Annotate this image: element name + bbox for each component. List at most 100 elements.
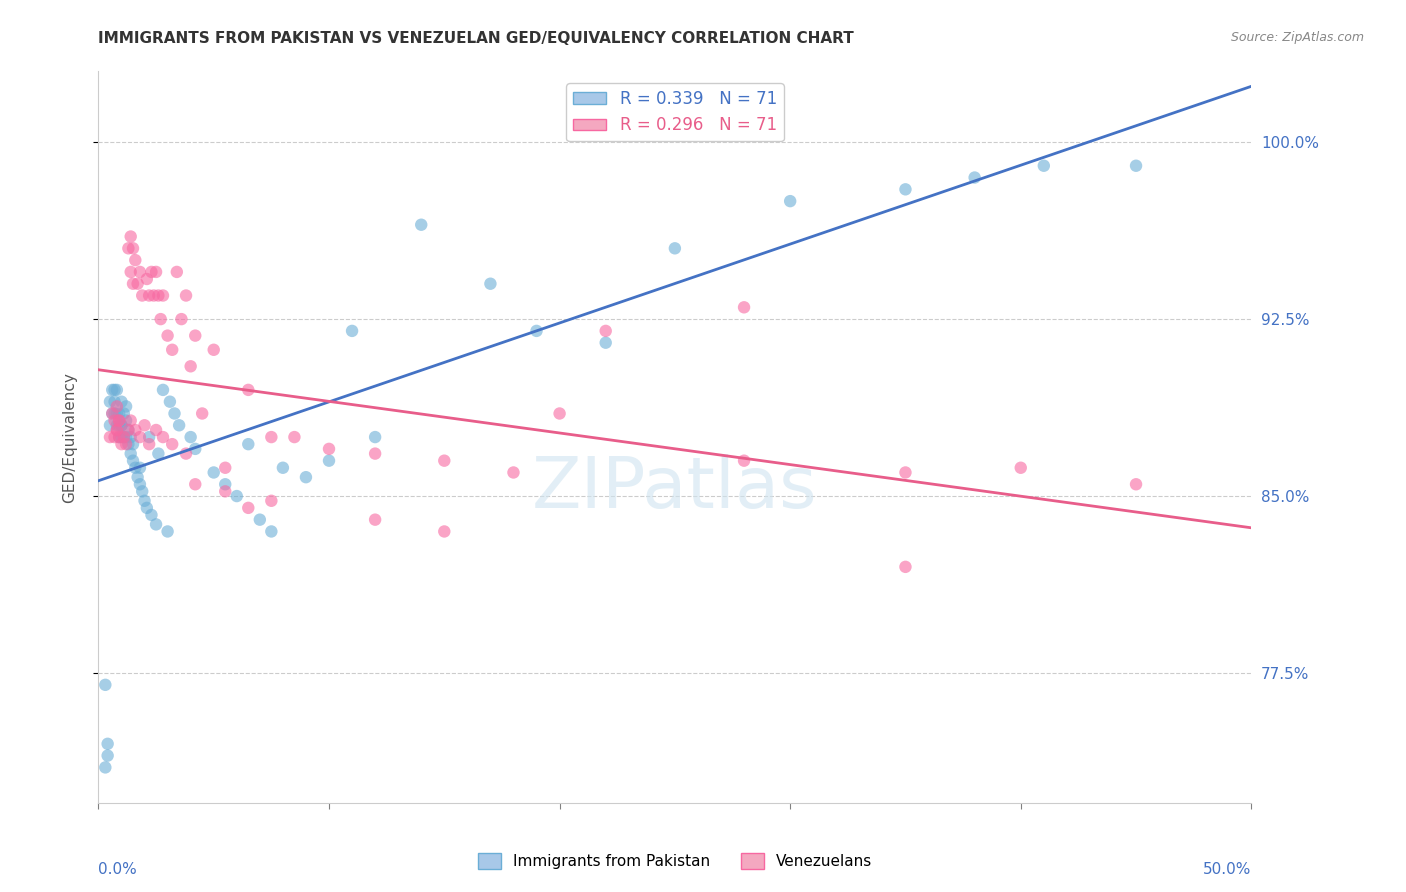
Point — [110, 437, 132, 451]
Point — [142, 288, 165, 302]
Point — [180, 359, 202, 374]
Point — [318, 453, 340, 467]
Point — [238, 500, 260, 515]
Point — [364, 513, 387, 527]
Point — [149, 312, 172, 326]
Point — [894, 559, 917, 574]
Point — [110, 394, 132, 409]
Point — [202, 343, 225, 357]
Point — [108, 418, 131, 433]
Point — [260, 524, 283, 539]
Point — [963, 170, 986, 185]
Point — [160, 343, 183, 357]
Point — [184, 442, 207, 456]
Point — [98, 418, 121, 433]
Point — [214, 477, 236, 491]
Point — [129, 430, 152, 444]
Point — [141, 508, 163, 522]
Point — [238, 383, 260, 397]
Point — [120, 447, 142, 461]
Point — [1032, 159, 1054, 173]
Point — [433, 453, 456, 467]
Point — [364, 447, 387, 461]
Point — [108, 407, 131, 421]
Point — [260, 430, 283, 444]
Point — [479, 277, 502, 291]
Point — [105, 400, 128, 414]
Point — [295, 470, 318, 484]
Point — [148, 447, 170, 461]
Point — [120, 265, 142, 279]
Point — [225, 489, 247, 503]
Point — [733, 453, 755, 467]
Text: Source: ZipAtlas.com: Source: ZipAtlas.com — [1230, 31, 1364, 45]
Point — [105, 418, 128, 433]
Point — [105, 423, 128, 437]
Legend: R = 0.339   N = 71, R = 0.296   N = 71: R = 0.339 N = 71, R = 0.296 N = 71 — [567, 83, 783, 141]
Point — [238, 437, 260, 451]
Point — [170, 312, 193, 326]
Point — [138, 437, 160, 451]
Point — [122, 453, 145, 467]
Point — [145, 517, 167, 532]
Point — [94, 760, 117, 774]
Point — [115, 437, 138, 451]
Point — [191, 407, 214, 421]
Point — [502, 466, 524, 480]
Point — [664, 241, 686, 255]
Point — [108, 413, 131, 427]
Point — [122, 241, 145, 255]
Point — [117, 423, 139, 437]
Point — [122, 277, 145, 291]
Point — [103, 407, 125, 421]
Point — [112, 407, 135, 421]
Point — [110, 418, 132, 433]
Point — [318, 442, 340, 456]
Point — [124, 253, 146, 268]
Point — [117, 423, 139, 437]
Point — [214, 484, 236, 499]
Point — [120, 413, 142, 427]
Point — [98, 394, 121, 409]
Point — [117, 437, 139, 451]
Text: 0.0%: 0.0% — [98, 862, 138, 877]
Point — [411, 218, 433, 232]
Point — [103, 430, 125, 444]
Point — [156, 524, 179, 539]
Point — [103, 383, 125, 397]
Point — [166, 265, 188, 279]
Point — [167, 418, 190, 433]
Point — [174, 447, 197, 461]
Point — [271, 460, 294, 475]
Point — [120, 430, 142, 444]
Point — [1125, 159, 1147, 173]
Point — [135, 500, 157, 515]
Point — [131, 288, 153, 302]
Point — [129, 477, 152, 491]
Point — [148, 288, 170, 302]
Point — [595, 335, 617, 350]
Legend: Immigrants from Pakistan, Venezuelans: Immigrants from Pakistan, Venezuelans — [471, 847, 879, 875]
Point — [595, 324, 617, 338]
Text: ZIPatlas: ZIPatlas — [531, 454, 818, 523]
Point — [283, 430, 305, 444]
Point — [103, 394, 125, 409]
Y-axis label: GED/Equivalency: GED/Equivalency — [63, 372, 77, 502]
Point — [894, 182, 917, 196]
Point — [127, 470, 149, 484]
Point — [174, 288, 197, 302]
Point — [152, 288, 174, 302]
Point — [152, 383, 174, 397]
Point — [138, 430, 160, 444]
Point — [1125, 477, 1147, 491]
Point — [141, 265, 163, 279]
Point — [160, 437, 183, 451]
Point — [145, 265, 167, 279]
Point — [110, 418, 132, 433]
Point — [184, 477, 207, 491]
Point — [112, 430, 135, 444]
Point — [733, 301, 755, 315]
Point — [180, 430, 202, 444]
Point — [108, 430, 131, 444]
Point — [97, 748, 120, 763]
